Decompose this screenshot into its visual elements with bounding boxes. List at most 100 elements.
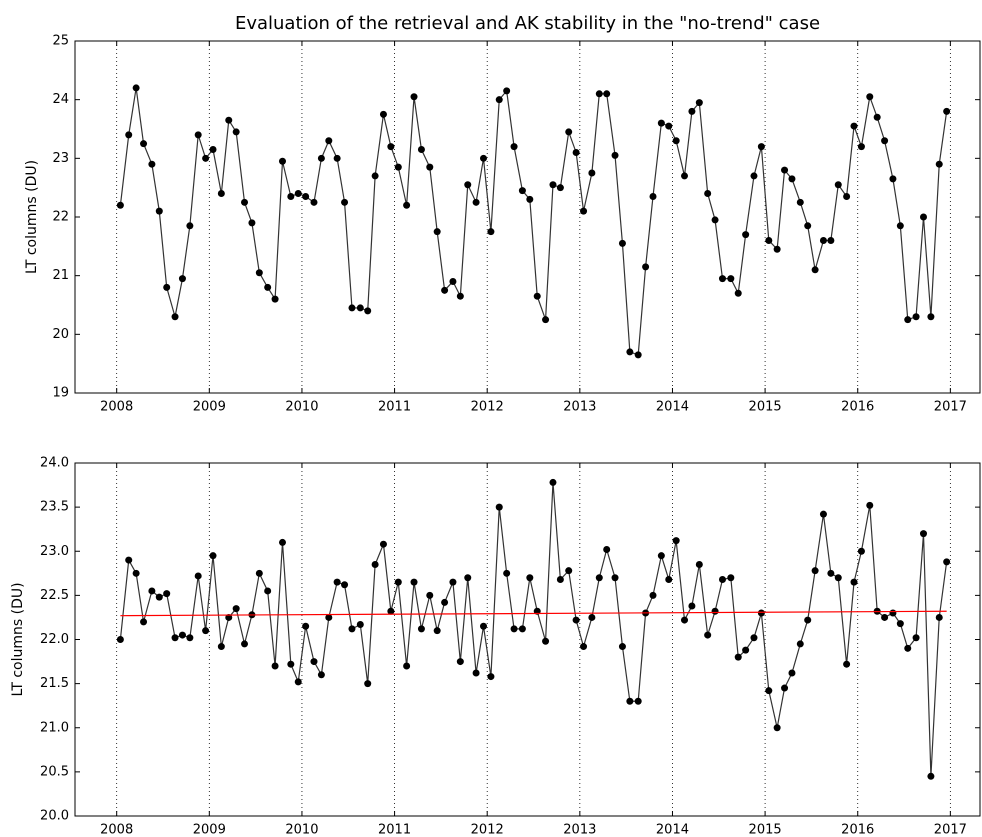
data-point	[232, 128, 240, 136]
y-axis-label: LT columns (DU)	[24, 160, 40, 274]
data-point	[441, 286, 449, 294]
data-point	[742, 646, 750, 654]
data-point	[116, 636, 124, 643]
data-point	[426, 163, 434, 171]
data-point	[549, 181, 557, 189]
data-point	[364, 680, 372, 688]
y-tick-label: 23.0	[40, 544, 69, 559]
data-point	[116, 201, 124, 209]
data-point	[811, 266, 819, 274]
x-tick-label: 2009	[193, 400, 226, 415]
data-point	[834, 574, 842, 582]
data-point	[565, 128, 573, 136]
data-point	[850, 122, 858, 130]
x-tick-label: 2014	[656, 400, 689, 415]
data-point	[480, 622, 488, 630]
data-point	[278, 538, 286, 546]
x-tick-label: 2012	[471, 400, 504, 415]
data-point	[943, 558, 951, 566]
data-point	[857, 143, 865, 151]
data-point	[449, 278, 457, 286]
data-point	[241, 198, 249, 206]
data-point	[186, 222, 194, 230]
data-point	[896, 620, 904, 628]
data-point	[194, 131, 202, 139]
data-point	[348, 625, 356, 633]
data-point	[472, 198, 480, 206]
data-point	[209, 146, 217, 154]
data-point	[241, 640, 249, 648]
data-point	[580, 643, 588, 651]
data-point	[765, 687, 773, 695]
x-tick-label: 2012	[471, 823, 504, 837]
data-point	[325, 137, 333, 145]
data-point	[348, 304, 356, 312]
data-point	[681, 616, 689, 624]
x-tick-label: 2011	[378, 400, 411, 415]
data-point	[217, 643, 225, 651]
y-tick-label: 24.0	[40, 456, 69, 471]
data-point	[695, 99, 703, 107]
data-point	[225, 116, 233, 124]
data-point	[889, 175, 897, 183]
data-point	[333, 578, 341, 586]
data-point	[503, 87, 511, 95]
data-point	[371, 560, 379, 568]
data-point	[456, 292, 464, 300]
data-point	[757, 143, 765, 151]
data-point	[356, 304, 364, 312]
data-point	[387, 143, 395, 151]
data-point	[464, 181, 472, 189]
data-point	[155, 593, 163, 601]
data-point	[317, 154, 325, 162]
data-point	[526, 195, 534, 203]
data-point	[171, 634, 179, 642]
data-point	[843, 660, 851, 668]
data-point	[742, 231, 750, 239]
data-point	[727, 275, 735, 283]
data-point	[294, 678, 302, 686]
y-tick-label: 21.0	[40, 720, 69, 735]
data-point	[773, 724, 781, 732]
data-point	[572, 148, 580, 156]
data-point	[912, 634, 920, 642]
x-tick-label: 2008	[100, 823, 133, 837]
data-point	[533, 292, 541, 300]
data-point	[464, 574, 472, 582]
data-point	[487, 228, 495, 236]
x-tick-label: 2016	[841, 400, 874, 415]
data-point	[649, 192, 657, 200]
data-point	[287, 660, 295, 668]
data-point	[827, 236, 835, 244]
y-tick-label: 22	[52, 210, 69, 225]
data-point	[132, 569, 140, 577]
y-tick-label: 24	[52, 92, 69, 107]
series-line	[120, 610, 947, 617]
data-point	[441, 598, 449, 606]
data-point	[588, 613, 596, 621]
data-point	[595, 574, 603, 582]
data-point	[588, 169, 596, 177]
data-point	[688, 107, 696, 115]
data-point	[850, 578, 858, 586]
data-point	[695, 560, 703, 568]
data-point	[634, 697, 642, 705]
data-point	[542, 316, 550, 324]
data-point	[518, 625, 526, 633]
data-point	[688, 602, 696, 610]
data-point	[163, 283, 171, 291]
data-point	[371, 172, 379, 180]
data-point	[433, 228, 441, 236]
y-tick-label: 25	[52, 34, 69, 49]
data-point	[125, 131, 133, 139]
data-point	[765, 236, 773, 244]
data-point	[904, 316, 912, 324]
data-point	[757, 609, 765, 617]
data-point	[379, 110, 387, 118]
data-point	[356, 620, 364, 628]
data-point	[495, 96, 503, 104]
y-tick-label: 20.5	[40, 764, 69, 779]
data-point	[912, 313, 920, 321]
data-point	[727, 574, 735, 582]
data-point	[417, 146, 425, 154]
